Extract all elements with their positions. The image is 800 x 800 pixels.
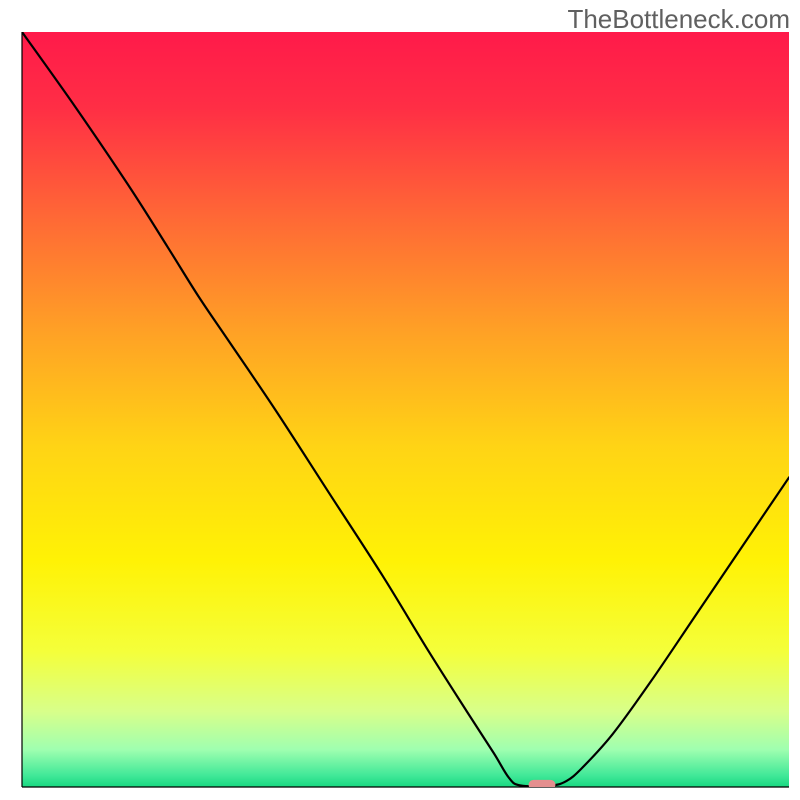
chart-svg [0,0,800,800]
gradient-background [22,32,789,787]
bottleneck-chart: TheBottleneck.com [0,0,800,800]
optimal-point-marker [529,780,556,790]
watermark-text: TheBottleneck.com [567,4,790,35]
